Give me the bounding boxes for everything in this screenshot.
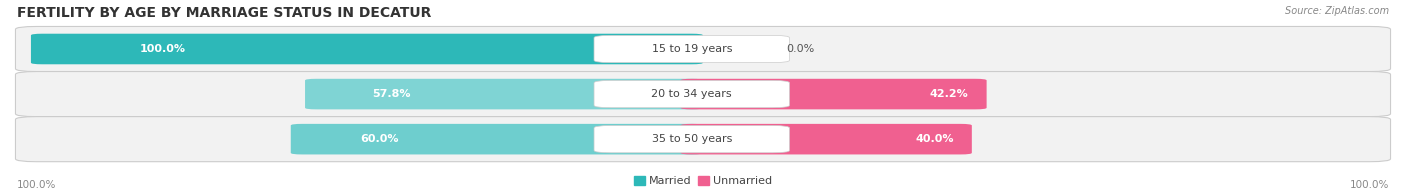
Text: 60.0%: 60.0% — [360, 134, 399, 144]
FancyBboxPatch shape — [291, 124, 703, 154]
Text: 100.0%: 100.0% — [139, 44, 186, 54]
Text: Source: ZipAtlas.com: Source: ZipAtlas.com — [1285, 6, 1389, 16]
Text: 40.0%: 40.0% — [915, 134, 953, 144]
FancyBboxPatch shape — [681, 79, 987, 109]
Text: 35 to 50 years: 35 to 50 years — [651, 134, 733, 144]
Text: FERTILITY BY AGE BY MARRIAGE STATUS IN DECATUR: FERTILITY BY AGE BY MARRIAGE STATUS IN D… — [17, 6, 432, 20]
Text: 0.0%: 0.0% — [787, 44, 815, 54]
Text: 15 to 19 years: 15 to 19 years — [651, 44, 733, 54]
Text: 20 to 34 years: 20 to 34 years — [651, 89, 733, 99]
FancyBboxPatch shape — [31, 34, 703, 64]
FancyBboxPatch shape — [593, 81, 790, 108]
FancyBboxPatch shape — [681, 124, 972, 154]
FancyBboxPatch shape — [15, 72, 1391, 117]
FancyBboxPatch shape — [593, 35, 790, 63]
Text: 100.0%: 100.0% — [1350, 180, 1389, 190]
Text: 100.0%: 100.0% — [17, 180, 56, 190]
Text: 57.8%: 57.8% — [373, 89, 411, 99]
Legend: Married, Unmarried: Married, Unmarried — [630, 171, 776, 191]
FancyBboxPatch shape — [305, 79, 703, 109]
Text: 42.2%: 42.2% — [929, 89, 969, 99]
FancyBboxPatch shape — [593, 126, 790, 153]
FancyBboxPatch shape — [15, 26, 1391, 72]
FancyBboxPatch shape — [15, 117, 1391, 162]
